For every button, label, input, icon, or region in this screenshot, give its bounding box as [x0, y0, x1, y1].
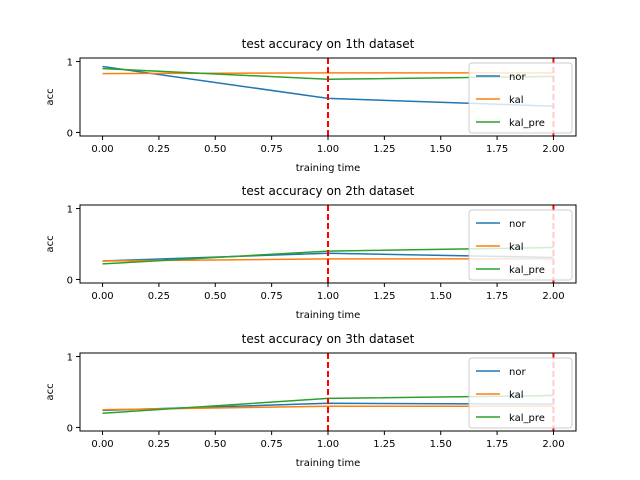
legend-box [468, 209, 573, 281]
x-tick-label: 0.50 [204, 291, 226, 302]
y-tick-label: 0 [67, 275, 73, 286]
x-tick-label: 1.25 [373, 439, 395, 450]
x-tick-label: 1.00 [317, 439, 339, 450]
chart-title: test accuracy on 3th dataset [242, 332, 415, 346]
x-tick-label: 1.75 [486, 291, 508, 302]
x-tick-label: 1.25 [373, 291, 395, 302]
y-tick-label: 0 [67, 128, 73, 139]
legend-label-kal: kal [509, 95, 524, 106]
x-tick-label: 1.75 [486, 144, 508, 155]
x-tick-label: 1.50 [430, 291, 452, 302]
x-tick-label: 0.75 [261, 144, 283, 155]
legend-box [468, 357, 573, 429]
x-tick-label: 0.75 [261, 439, 283, 450]
chart-title: test accuracy on 2th dataset [242, 184, 415, 198]
x-tick-label: 0.25 [148, 439, 170, 450]
legend: nor kal kal_pre [468, 209, 573, 281]
y-tick-label: 1 [67, 58, 73, 69]
legend-label-nor: nor [509, 367, 526, 378]
x-tick-label: 1.00 [317, 144, 339, 155]
legend-label-kal_pre: kal_pre [509, 265, 545, 276]
x-tick-label: 0.25 [148, 144, 170, 155]
chart-title: test accuracy on 1th dataset [242, 37, 415, 51]
legend-label-kal: kal [509, 242, 524, 253]
legend-label-nor: nor [509, 72, 526, 83]
x-tick-label: 1.00 [317, 291, 339, 302]
x-tick-label: 1.75 [486, 439, 508, 450]
y-tick-label: 1 [67, 353, 73, 364]
x-tick-label: 0.50 [204, 439, 226, 450]
x-tick-label: 1.50 [430, 439, 452, 450]
x-tick-label: 1.25 [373, 144, 395, 155]
x-tick-label: 2.00 [542, 144, 564, 155]
y-tick-label: 1 [67, 205, 73, 216]
chart-panel-3: test accuracy on 3th dataset nor kal kal_pr… [45, 332, 577, 469]
legend: nor kal kal_pre [468, 357, 573, 429]
x-tick-label: 2.00 [542, 291, 564, 302]
x-tick-label: 0.50 [204, 144, 226, 155]
y-axis-label: acc [45, 88, 56, 105]
chart-panel-2: test accuracy on 2th dataset nor kal kal_pr… [45, 184, 577, 321]
x-tick-label: 1.50 [430, 144, 452, 155]
legend-label-kal: kal [509, 390, 524, 401]
x-axis-label: training time [296, 163, 361, 174]
x-tick-label: 0.00 [91, 291, 113, 302]
legend-box [468, 62, 573, 134]
legend-label-nor: nor [509, 219, 526, 230]
charts: test accuracy on 1th dataset nor kal kal_pr… [45, 37, 577, 469]
y-axis-label: acc [45, 383, 56, 400]
x-axis-label: training time [296, 310, 361, 321]
x-tick-label: 0.00 [91, 144, 113, 155]
x-axis-label: training time [296, 458, 361, 469]
x-tick-label: 0.25 [148, 291, 170, 302]
legend-label-kal_pre: kal_pre [509, 118, 545, 129]
y-tick-label: 0 [67, 423, 73, 434]
x-tick-label: 0.00 [91, 439, 113, 450]
y-axis-label: acc [45, 235, 56, 252]
legend-label-kal_pre: kal_pre [509, 413, 545, 424]
chart-panel-1: test accuracy on 1th dataset nor kal kal_pr… [45, 37, 577, 174]
legend: nor kal kal_pre [468, 62, 573, 134]
x-tick-label: 0.75 [261, 291, 283, 302]
x-tick-label: 2.00 [542, 439, 564, 450]
